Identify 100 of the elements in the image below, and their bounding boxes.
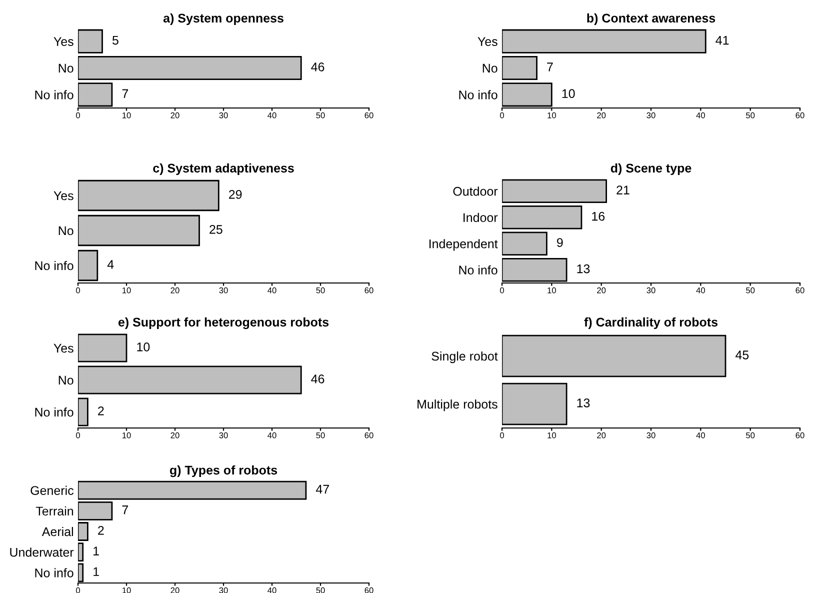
- x-tick-label: 60: [796, 432, 804, 438]
- y-tick-label: Independent: [429, 239, 498, 251]
- x-tick-label: 0: [76, 432, 80, 438]
- x-tick-label: 30: [219, 587, 228, 593]
- x-tick-label: 10: [122, 432, 131, 438]
- y-tick-label: No info: [35, 568, 74, 578]
- data-label: 47: [316, 484, 329, 494]
- y-tick-label: Generic: [30, 486, 74, 495]
- y-tick-label: Yes: [54, 37, 74, 46]
- y-tick-label: No: [58, 64, 74, 73]
- bar: [78, 480, 307, 500]
- y-tick-label: No: [58, 376, 74, 385]
- x-tick-label: 40: [268, 112, 276, 118]
- bar: [502, 232, 548, 256]
- bar: [78, 56, 302, 80]
- x-tick-label: 40: [696, 432, 705, 438]
- x-tick-label: 10: [548, 287, 556, 294]
- x-tick-label: 10: [548, 112, 556, 118]
- chart-title: e) Support for heterogenous robots: [118, 317, 329, 330]
- data-label: 46: [311, 62, 324, 72]
- x-tick-label: 30: [646, 112, 656, 118]
- x-tick-label: 0: [76, 587, 80, 593]
- data-label: 4: [107, 260, 114, 269]
- chart-title: a) System openness: [163, 13, 284, 26]
- x-tick-label: 10: [548, 432, 556, 438]
- x-tick-label: 20: [597, 432, 606, 438]
- x-tick-label: 10: [122, 587, 131, 593]
- data-label: 21: [616, 186, 630, 194]
- bar: [502, 206, 582, 230]
- chart-title: b) Context awareness: [587, 13, 716, 26]
- data-label: 29: [229, 190, 242, 199]
- data-label: 1: [94, 546, 99, 556]
- data-label: 7: [122, 506, 128, 514]
- y-tick-label: No info: [459, 265, 498, 275]
- x-tick-label: 30: [219, 112, 228, 118]
- chart-title: g) Types of robots: [170, 465, 278, 478]
- x-tick-label: 40: [696, 112, 705, 118]
- x-tick-label: 20: [597, 112, 606, 118]
- bar: [78, 334, 128, 362]
- x-tick-label: 40: [696, 287, 705, 294]
- x-tick-label: 50: [746, 287, 755, 294]
- x-tick-label: 40: [268, 587, 276, 593]
- y-tick-label: Yes: [478, 37, 498, 46]
- y-tick-label: Yes: [54, 191, 74, 200]
- data-label: 1: [94, 567, 99, 576]
- bar: [78, 366, 302, 394]
- x-tick-label: 50: [316, 587, 325, 593]
- data-label: 41: [716, 36, 729, 45]
- x-tick-label: 30: [219, 432, 228, 438]
- data-label: 13: [577, 264, 590, 274]
- y-tick-label: No info: [35, 90, 74, 100]
- data-label: 16: [592, 212, 605, 221]
- data-label: 25: [210, 225, 222, 234]
- chart-title: c) System adaptiveness: [153, 163, 294, 176]
- y-tick-label: No info: [459, 90, 498, 100]
- bar: [502, 179, 607, 203]
- x-tick-label: 10: [122, 112, 131, 118]
- data-label: 7: [122, 89, 128, 98]
- x-tick-label: 50: [746, 432, 755, 438]
- x-tick-label: 10: [122, 287, 131, 294]
- data-label: 5: [112, 36, 118, 45]
- x-tick-label: 20: [170, 287, 180, 294]
- y-tick-label: No info: [35, 407, 74, 417]
- data-label: 13: [577, 398, 590, 408]
- y-tick-label: Indoor: [464, 212, 498, 222]
- chart-title: f) Cardinality of robots: [584, 317, 718, 330]
- x-tick-label: 60: [796, 112, 804, 118]
- data-label: 46: [311, 374, 324, 384]
- y-tick-label: Terrain: [36, 506, 74, 516]
- bar: [502, 29, 706, 54]
- x-tick-label: 30: [646, 432, 656, 438]
- x-tick-label: 50: [316, 112, 325, 118]
- x-tick-label: 0: [76, 287, 80, 294]
- x-tick-label: 60: [364, 287, 374, 294]
- x-tick-label: 30: [646, 287, 656, 294]
- data-label: 7: [547, 62, 553, 72]
- bar: [502, 56, 538, 80]
- y-tick-label: No info: [35, 260, 74, 270]
- x-tick-label: 60: [364, 432, 374, 438]
- x-tick-label: 30: [219, 287, 228, 294]
- chart-title: d) Scene type: [610, 163, 692, 176]
- x-tick-label: 0: [500, 287, 504, 294]
- y-tick-label: Underwater: [10, 548, 74, 557]
- y-tick-label: No: [482, 64, 498, 73]
- x-tick-label: 20: [170, 432, 180, 438]
- x-tick-label: 20: [597, 287, 606, 294]
- x-tick-label: 0: [500, 432, 504, 438]
- x-tick-label: 20: [170, 587, 180, 593]
- x-tick-label: 0: [76, 112, 80, 118]
- data-label: 2: [98, 526, 104, 535]
- x-tick-label: 40: [268, 432, 276, 438]
- x-tick-label: 20: [170, 112, 180, 118]
- x-tick-label: 0: [500, 112, 504, 118]
- y-tick-label: No: [58, 226, 74, 236]
- x-tick-label: 60: [364, 112, 374, 118]
- y-tick-label: Outdoor: [453, 186, 498, 196]
- y-tick-label: Yes: [54, 344, 74, 353]
- bar: [78, 29, 103, 54]
- data-label: 10: [562, 89, 575, 98]
- x-tick-label: 40: [268, 287, 276, 294]
